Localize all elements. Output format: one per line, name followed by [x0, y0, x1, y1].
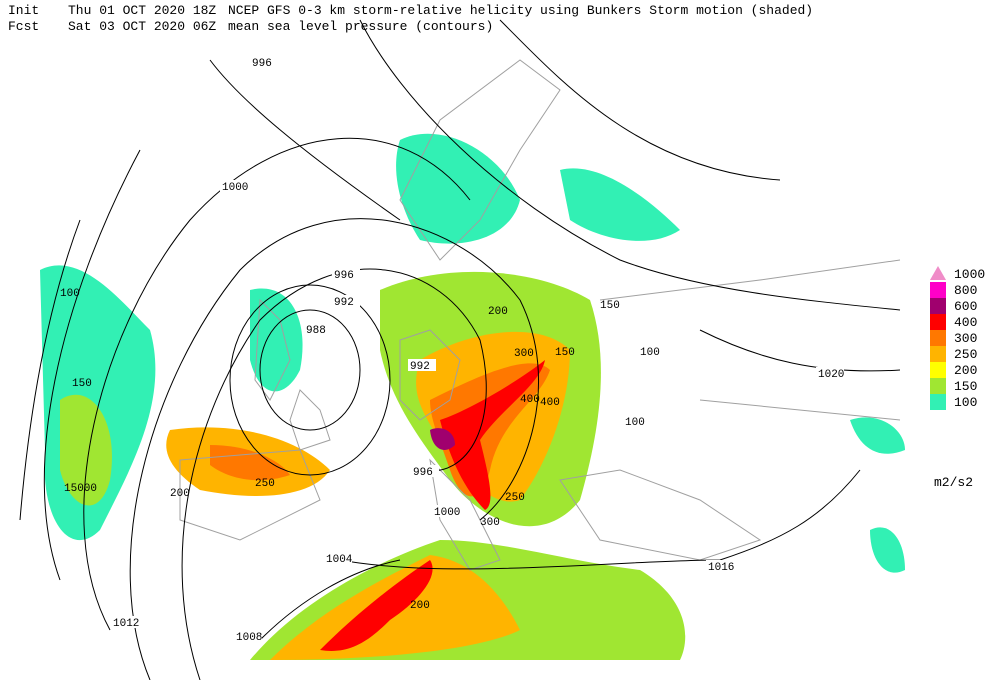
legend-label: 600	[954, 299, 977, 314]
helicity-label: 100	[60, 288, 80, 300]
contour-label-bg	[432, 505, 460, 517]
contour-label-bg	[706, 560, 734, 572]
helicity-label: 300	[480, 517, 500, 529]
header-text: NCEP GFS 0-3 km storm-relative helicity …	[228, 3, 813, 18]
helicity-label: 100	[625, 417, 645, 429]
contour-label-bg	[324, 552, 352, 564]
contour-label: 996	[334, 270, 354, 282]
contour-label: 988	[306, 325, 326, 337]
legend-swatch	[930, 394, 946, 410]
coastlines	[179, 59, 901, 571]
contour-label: 1004	[326, 554, 353, 566]
header-text: mean sea level pressure (contours)	[228, 19, 493, 34]
legend-label: 100	[954, 395, 977, 410]
helicity-label: 250	[505, 492, 525, 504]
helicity-label: 300	[514, 348, 534, 360]
contour-label: 1000	[222, 182, 248, 194]
legend-swatch	[930, 378, 946, 394]
contour-label-bg	[220, 180, 248, 192]
contour-label: 996	[413, 467, 433, 479]
shading	[40, 133, 905, 660]
contour-label-bg	[332, 295, 360, 307]
legend-swatch	[930, 362, 946, 378]
legend-swatch	[930, 282, 946, 298]
contour-label: 992	[334, 297, 354, 309]
helicity-label: 200	[170, 488, 190, 500]
contour-label-bg	[304, 323, 332, 335]
helicity-label: 150	[600, 300, 620, 312]
helicity-label: 200	[488, 306, 508, 318]
contour-label: 1020	[818, 369, 844, 381]
legend-unit: m2/s2	[934, 475, 973, 490]
helicity-label: 100	[640, 347, 660, 359]
contour-label-bg	[250, 56, 278, 68]
legend-swatch	[930, 346, 946, 362]
legend-label: 1000	[954, 267, 985, 282]
legend-swatch	[930, 330, 946, 346]
header-text: Sat 03 OCT 2020 06Z	[68, 19, 216, 34]
contour-label: 1000	[434, 507, 460, 519]
header-text: Thu 01 OCT 2020 18Z	[68, 3, 216, 18]
contour-label: 1016	[708, 562, 734, 574]
header-text: Init	[8, 3, 39, 18]
contour-label: 992	[410, 361, 430, 373]
contour-label-bg	[234, 630, 262, 642]
helicity-label: 400	[520, 394, 540, 406]
legend-label: 300	[954, 331, 977, 346]
legend-label: 800	[954, 283, 977, 298]
contour-label: 1012	[113, 618, 139, 630]
legend-swatch	[930, 314, 946, 330]
header-text: Fcst	[8, 19, 39, 34]
contour-label-bg	[408, 359, 436, 371]
legend-label: 200	[954, 363, 977, 378]
contour-label: 1008	[236, 632, 262, 644]
helicity-label: 250	[255, 478, 275, 490]
contour-label-bg	[111, 616, 139, 628]
helicity-label: 15000	[64, 483, 97, 495]
legend-swatch	[930, 266, 946, 280]
contour-label-bg	[816, 367, 844, 379]
legend-swatch	[930, 298, 946, 314]
isobars	[19, 19, 901, 680]
text-layer: Init Thu 01 OCT 2020 18Z NCEP GFS 0-3 km s…	[8, 3, 985, 644]
contour-label: 996	[252, 58, 272, 70]
contour-label-bg	[411, 465, 439, 477]
legend-label: 400	[954, 315, 977, 330]
helicity-label: 150	[555, 347, 575, 359]
helicity-label: 150	[72, 378, 92, 390]
helicity-label: 400	[540, 397, 560, 409]
legend-label: 150	[954, 379, 977, 394]
helicity-label: 200	[410, 600, 430, 612]
contour-label-bg	[332, 268, 360, 280]
legend-label: 250	[954, 347, 977, 362]
